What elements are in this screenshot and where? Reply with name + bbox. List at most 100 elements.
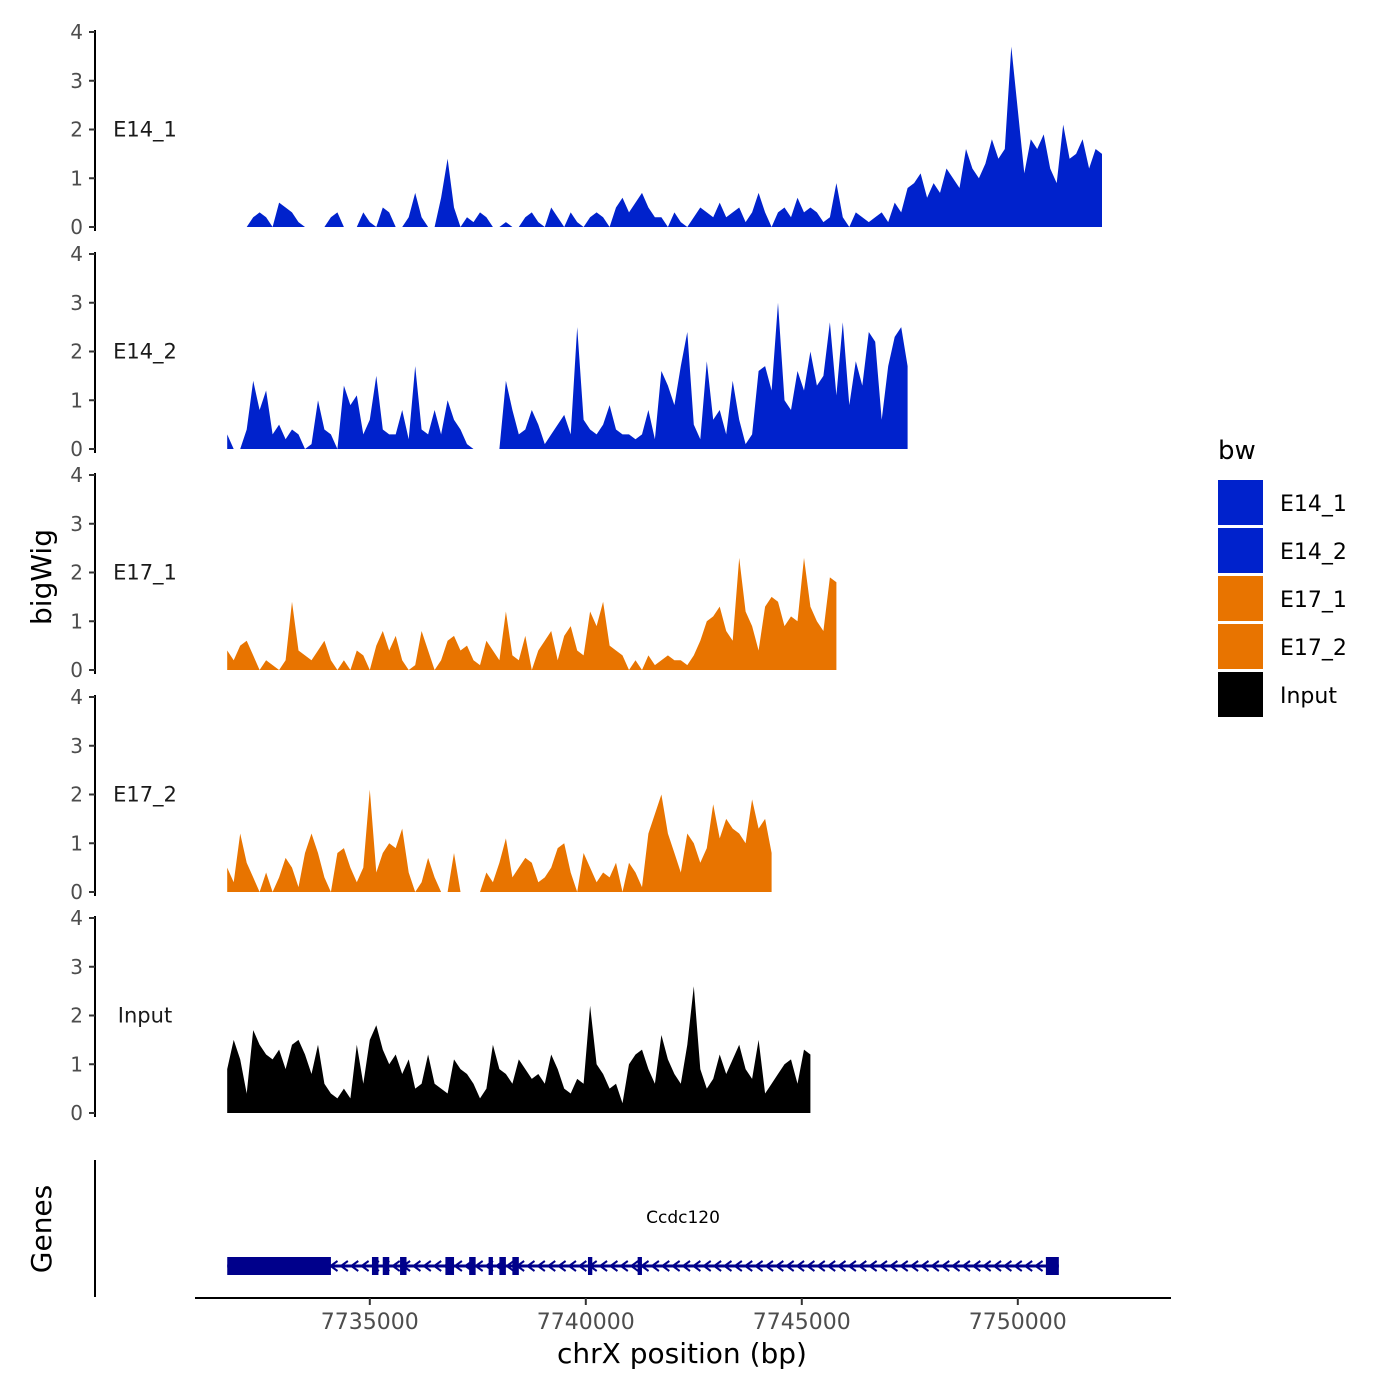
y-tick-label: 1 <box>70 609 83 633</box>
y-tick-label: 1 <box>70 831 83 855</box>
gene-exon <box>400 1257 407 1275</box>
strand-arrow <box>857 1260 867 1272</box>
legend-title: bw <box>1218 436 1256 466</box>
strand-arrow <box>567 1260 577 1272</box>
track-E17_2: 0 1 2 3 4 E17_2 <box>70 685 772 904</box>
strand-arrow <box>691 1260 701 1272</box>
strand-arrow <box>816 1260 826 1272</box>
legend-key-E14_2 <box>1218 528 1263 573</box>
track-label: E14_1 <box>113 118 177 143</box>
track-label: E14_2 <box>113 340 177 365</box>
strand-arrow <box>909 1260 919 1272</box>
strand-arrow <box>660 1260 670 1272</box>
area-E14_2 <box>227 302 908 449</box>
legend-label-E17_2: E17_2 <box>1280 636 1347 661</box>
track-E17_1: 0 1 2 3 4 E17_1 <box>70 463 837 682</box>
legend-label-E17_1: E17_1 <box>1280 588 1347 613</box>
strand-arrow <box>473 1260 484 1272</box>
strand-arrow <box>598 1260 608 1272</box>
y-tick-label: 2 <box>70 1004 83 1028</box>
strand-arrow <box>619 1260 629 1272</box>
gene-exon <box>445 1257 455 1275</box>
strand-arrow <box>670 1260 681 1272</box>
y-tick-label: 1 <box>70 388 83 412</box>
strand-arrow <box>411 1260 422 1272</box>
strand-arrow <box>349 1260 359 1272</box>
strand-arrow <box>339 1260 349 1272</box>
gene-exon <box>469 1257 476 1275</box>
strand-arrow <box>390 1260 401 1272</box>
strand-arrow <box>577 1260 587 1272</box>
y-tick-label: 3 <box>70 734 83 758</box>
area-E17_1 <box>227 557 837 670</box>
y-tick-label: 0 <box>70 880 83 904</box>
strand-arrow <box>556 1260 567 1272</box>
strand-arrow <box>836 1260 847 1272</box>
strand-arrow <box>505 1260 515 1272</box>
gene-exon <box>512 1257 519 1275</box>
y-tick-label: 4 <box>70 242 83 266</box>
gene-exon <box>587 1257 593 1275</box>
legend-label-E14_2: E14_2 <box>1280 540 1347 565</box>
strand-arrow <box>899 1260 909 1272</box>
strand-arrow <box>1013 1260 1023 1272</box>
strand-arrow <box>961 1260 971 1272</box>
y-tick-label: 0 <box>70 215 83 239</box>
y-tick-label: 2 <box>70 783 83 807</box>
strand-arrow <box>722 1260 733 1272</box>
track-E14_2: 0 1 2 3 4 E14_2 <box>70 242 908 461</box>
strand-arrow <box>743 1260 753 1272</box>
strand-arrow <box>712 1260 722 1272</box>
y-tick-label: 0 <box>70 658 83 682</box>
gene-exon <box>1045 1257 1059 1275</box>
strand-arrow <box>950 1260 961 1272</box>
strand-arrow <box>971 1260 981 1272</box>
legend-key-E17_1 <box>1218 576 1263 621</box>
x-tick-label: 7735000 <box>321 1310 419 1335</box>
strand-arrow <box>784 1260 795 1272</box>
legend: bw E14_1 E14_2 E17_1 E17_2 Input <box>1218 436 1347 717</box>
strand-arrow <box>981 1260 992 1272</box>
strand-arrow <box>733 1260 743 1272</box>
gene-exon <box>382 1257 390 1275</box>
strand-arrow <box>1002 1260 1013 1272</box>
strand-arrow <box>650 1260 660 1272</box>
area-E14_1 <box>227 46 1102 227</box>
strand-arrow <box>878 1260 888 1272</box>
x-tick-label: 7750000 <box>969 1310 1067 1335</box>
area-E17_2 <box>227 789 772 892</box>
track-E14_1: 0 1 2 3 4 E14_1 <box>70 20 1102 239</box>
strand-arrow <box>847 1260 857 1272</box>
strand-arrow <box>867 1260 878 1272</box>
strand-arrow <box>1023 1260 1033 1272</box>
strand-arrow <box>546 1260 556 1272</box>
strand-arrow <box>930 1260 940 1272</box>
strand-arrow <box>764 1260 774 1272</box>
strand-arrow <box>940 1260 950 1272</box>
strand-arrow <box>422 1260 432 1272</box>
genes-track: Ccdc120 <box>94 1160 1059 1297</box>
gene-name-label: Ccdc120 <box>646 1208 720 1228</box>
y-tick-label: 3 <box>70 512 83 536</box>
y-axis-title: bigWig <box>25 529 58 625</box>
strand-arrow <box>992 1260 1002 1272</box>
legend-key-E14_1 <box>1218 480 1263 525</box>
y-tick-label: 4 <box>70 906 83 930</box>
track-label: Input <box>118 1004 172 1028</box>
legend-label-Input: Input <box>1280 684 1337 709</box>
x-axis: 7735000 7740000 7745000 7750000 <box>195 1297 1171 1335</box>
strand-arrow <box>795 1260 805 1272</box>
bigwig-tracks: 0 1 2 3 4 E14_1 0 1 2 3 4 E14_2 0 1 2 3 4 E17_1 0 1 2 3 4 E17_2… <box>70 20 1102 1125</box>
strand-arrow <box>888 1260 898 1272</box>
y-tick-label: 3 <box>70 955 83 979</box>
strand-arrow <box>753 1260 764 1272</box>
gene-exon <box>488 1257 493 1275</box>
strand-arrow <box>359 1260 370 1272</box>
strand-arrow <box>681 1260 691 1272</box>
y-tick-label: 2 <box>70 118 83 142</box>
y-tick-label: 3 <box>70 291 83 315</box>
gene-exon <box>499 1257 506 1275</box>
x-tick-label: 7745000 <box>753 1310 851 1335</box>
y-tick-label: 4 <box>70 463 83 487</box>
